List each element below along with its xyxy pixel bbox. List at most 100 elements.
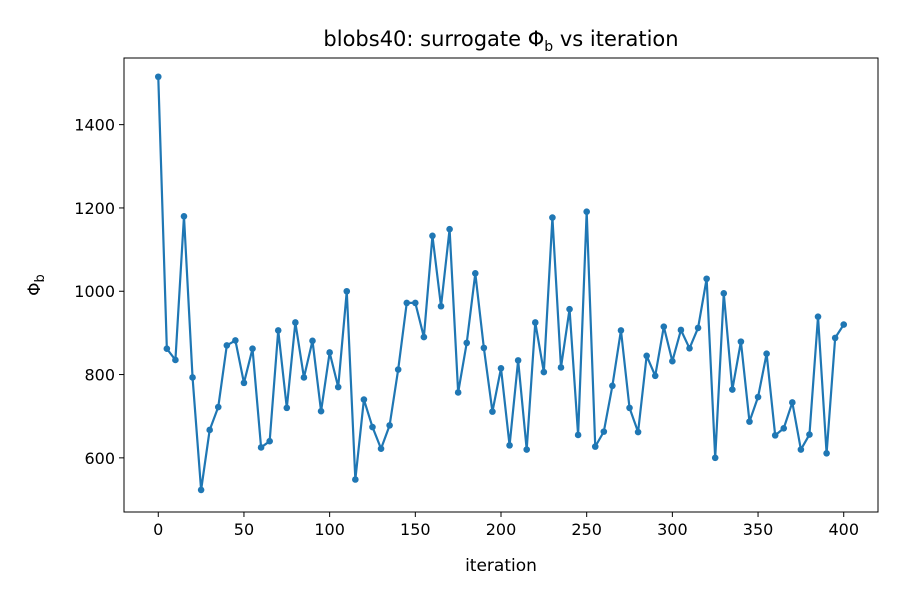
- data-point: [463, 339, 471, 347]
- chart-title-main: blobs40: surrogate Φ: [323, 27, 544, 51]
- data-point: [514, 357, 522, 364]
- y-axis-label-main: Φ: [25, 282, 45, 295]
- data-point: [377, 445, 385, 452]
- y-tick-label: 1400: [74, 116, 115, 135]
- data-point: [369, 423, 376, 431]
- data-point: [497, 365, 505, 372]
- data-point: [523, 446, 531, 453]
- data-point: [609, 382, 616, 390]
- data-point: [660, 323, 668, 330]
- x-tick-label: 50: [234, 520, 254, 539]
- data-point: [566, 305, 573, 313]
- x-tick-label: 300: [657, 520, 688, 539]
- data-point: [797, 446, 805, 453]
- data-point: [677, 326, 685, 334]
- data-point: [214, 403, 222, 411]
- chart-title-subscript: b: [544, 39, 553, 55]
- data-point: [249, 345, 256, 353]
- axes-frame: [123, 57, 879, 513]
- data-point: [163, 345, 171, 353]
- data-point: [223, 342, 231, 349]
- data-point: [232, 337, 239, 344]
- y-tick-label: 1200: [74, 199, 115, 218]
- data-point: [626, 404, 633, 412]
- data-point: [309, 337, 316, 345]
- data-point: [240, 379, 248, 387]
- data-point: [651, 372, 659, 380]
- data-point: [352, 476, 359, 483]
- data-point: [274, 327, 282, 334]
- data-point: [763, 350, 770, 358]
- data-point: [180, 212, 188, 220]
- data-point: [574, 431, 582, 439]
- data-point: [746, 418, 753, 425]
- data-point: [206, 426, 213, 434]
- x-tick-label: 250: [571, 520, 602, 539]
- data-point: [729, 386, 736, 393]
- data-point: [591, 443, 599, 450]
- data-point: [583, 208, 590, 215]
- data-point: [694, 324, 702, 332]
- data-point: [737, 338, 745, 345]
- data-point: [471, 270, 479, 277]
- data-point: [300, 374, 308, 381]
- data-point: [557, 364, 565, 371]
- data-point: [720, 290, 728, 297]
- data-point: [394, 366, 402, 373]
- y-tick-label: 600: [84, 449, 115, 468]
- data-point: [531, 319, 539, 326]
- data-point: [669, 357, 676, 365]
- chart-title-suffix: vs iteration: [553, 27, 678, 51]
- data-point: [429, 232, 436, 240]
- x-tick-label: 150: [400, 520, 431, 539]
- x-tick-label: 0: [153, 520, 163, 539]
- data-point: [600, 428, 608, 435]
- data-point: [643, 352, 650, 360]
- data-point: [446, 225, 453, 233]
- data-point: [386, 422, 393, 429]
- data-point: [703, 275, 710, 283]
- data-point: [540, 368, 548, 376]
- data-point: [454, 389, 462, 396]
- data-point: [189, 374, 196, 381]
- data-point: [549, 214, 556, 221]
- data-point: [506, 442, 513, 449]
- data-point: [334, 383, 342, 391]
- data-point: [780, 424, 788, 432]
- data-point: [831, 334, 839, 342]
- data-point: [420, 333, 428, 341]
- y-tick-label: 1000: [74, 282, 115, 301]
- x-tick-label: 100: [314, 520, 345, 539]
- data-point: [634, 428, 642, 436]
- data-point: [480, 344, 488, 352]
- data-point: [489, 408, 496, 415]
- data-point: [197, 486, 205, 494]
- y-axis-label: Φb: [25, 274, 48, 296]
- data-point: [154, 73, 162, 81]
- chart-title: blobs40: surrogate Φb vs iteration: [323, 27, 678, 55]
- data-point: [686, 345, 693, 352]
- data-point: [257, 444, 265, 451]
- x-tick-label: 400: [828, 520, 859, 539]
- x-tick-label: 350: [743, 520, 774, 539]
- data-point: [343, 287, 351, 295]
- data-point: [806, 431, 813, 438]
- data-point: [317, 407, 325, 415]
- data-point: [292, 319, 299, 326]
- y-tick-label: 800: [84, 366, 115, 385]
- plot-area: 0 50 100 150 200 250 300 350 400 600 800 1000 1200 14…: [74, 57, 879, 539]
- data-point: [266, 437, 273, 445]
- data-point: [823, 449, 830, 457]
- y-axis-label-subscript: b: [33, 274, 48, 282]
- data-point: [172, 356, 179, 364]
- x-tick-label: 200: [486, 520, 517, 539]
- data-point: [360, 396, 368, 403]
- data-point: [326, 349, 333, 356]
- x-axis-label: iteration: [465, 556, 537, 576]
- data-point: [771, 432, 779, 439]
- data-point: [283, 404, 291, 412]
- data-point: [412, 299, 419, 307]
- data-point: [789, 399, 796, 406]
- data-point: [617, 327, 625, 334]
